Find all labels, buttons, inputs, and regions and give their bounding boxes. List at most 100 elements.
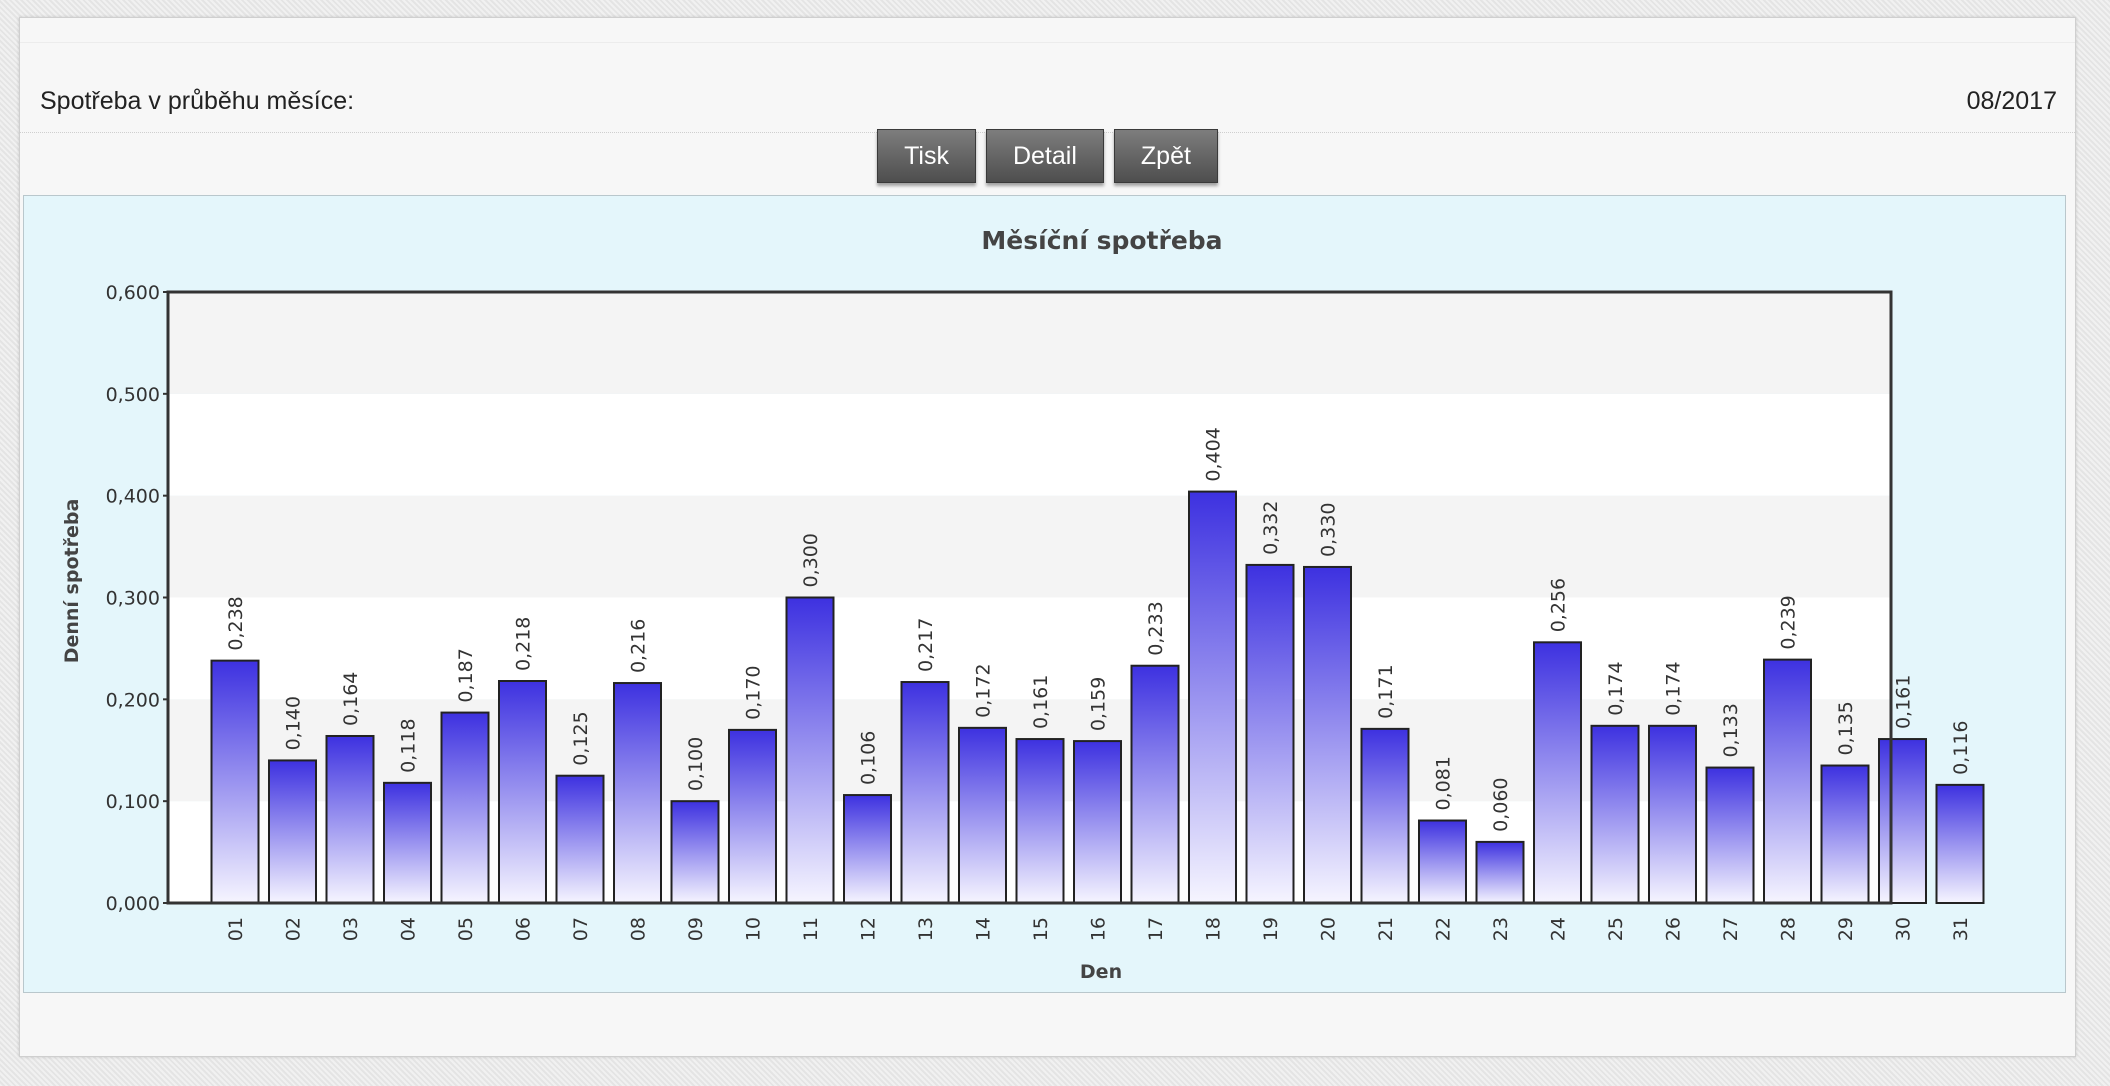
data-label: 0,332 xyxy=(1260,501,1282,555)
data-label: 0,174 xyxy=(1663,661,1685,715)
data-label: 0,135 xyxy=(1835,701,1857,755)
data-label: 0,140 xyxy=(283,696,305,750)
x-tick-label: 27 xyxy=(1720,917,1742,941)
bar xyxy=(325,734,375,905)
toolbar: Tisk Detail Zpět xyxy=(20,129,2075,199)
data-label: 0,174 xyxy=(1605,661,1627,715)
data-label: 0,216 xyxy=(628,619,650,673)
data-label: 0,170 xyxy=(743,665,765,719)
data-label: 0,233 xyxy=(1145,601,1167,655)
detail-button[interactable]: Detail xyxy=(985,129,1104,183)
bar xyxy=(210,659,260,904)
bar xyxy=(1073,740,1122,905)
bar xyxy=(1648,724,1697,904)
grid-band xyxy=(168,292,1891,394)
y-tick-label: 0,600 xyxy=(106,282,160,304)
data-label: 0,238 xyxy=(225,596,247,650)
x-tick-label: 11 xyxy=(800,917,822,941)
data-label: 0,172 xyxy=(973,663,995,717)
data-label: 0,187 xyxy=(455,648,477,702)
grid-band xyxy=(168,495,1891,598)
plot-frame xyxy=(166,290,1893,905)
data-label: 0,256 xyxy=(1548,578,1570,632)
x-tick-label: 09 xyxy=(685,917,707,941)
x-tick-label: 23 xyxy=(1490,917,1512,941)
y-tick-label: 0,100 xyxy=(106,791,160,813)
x-tick-label: 13 xyxy=(915,917,937,941)
data-label: 0,081 xyxy=(1433,756,1455,810)
bar xyxy=(1130,664,1180,904)
grid-band xyxy=(168,393,1891,496)
bar xyxy=(1188,490,1237,904)
y-tick-label: 0,400 xyxy=(106,486,160,508)
chart-title: Měsíční spotřeba xyxy=(981,226,1222,255)
bar xyxy=(1245,563,1295,904)
x-tick-label: 18 xyxy=(1203,917,1225,941)
data-label: 0,300 xyxy=(800,533,822,587)
x-tick-label: 07 xyxy=(570,917,592,941)
y-tick-label: 0,300 xyxy=(106,588,160,610)
data-label: 0,330 xyxy=(1318,503,1340,557)
bar xyxy=(268,759,317,905)
header-label: Spotřeba v průběhu měsíce: xyxy=(40,87,355,115)
data-label: 0,404 xyxy=(1203,427,1225,481)
bar xyxy=(1533,641,1582,904)
data-label: 0,060 xyxy=(1490,777,1512,831)
x-tick-label: 02 xyxy=(283,917,305,941)
panel-header: Spotřeba v průběhu měsíce: 08/2017 xyxy=(20,42,2075,133)
x-tick-label: 30 xyxy=(1893,917,1915,941)
print-button[interactable]: Tisk xyxy=(877,129,976,183)
bar xyxy=(1705,766,1755,904)
x-tick-label: 08 xyxy=(628,917,650,941)
bar xyxy=(843,794,892,904)
x-tick-label: 24 xyxy=(1548,917,1570,941)
x-tick-label: 10 xyxy=(743,917,765,941)
data-label: 0,125 xyxy=(570,711,592,765)
x-tick-label: 20 xyxy=(1318,917,1340,941)
y-axis-label: Denní spotřeba xyxy=(61,499,83,664)
y-tick-label: 0,500 xyxy=(106,384,160,406)
bar xyxy=(1303,565,1352,904)
x-tick-label: 05 xyxy=(455,917,477,941)
x-tick-label: 26 xyxy=(1663,917,1685,941)
back-button[interactable]: Zpět xyxy=(1113,129,1218,183)
data-label: 0,100 xyxy=(685,737,707,791)
bar xyxy=(1418,819,1467,905)
y-tick-label: 0,200 xyxy=(106,689,160,711)
bar xyxy=(785,596,835,904)
bar xyxy=(555,774,605,904)
x-tick-label: 01 xyxy=(225,917,247,941)
header-period: 08/2017 xyxy=(1966,87,2057,115)
x-tick-label: 29 xyxy=(1835,917,1857,941)
data-label: 0,164 xyxy=(340,672,362,726)
data-label: 0,106 xyxy=(858,731,880,785)
bar xyxy=(670,800,720,905)
bar xyxy=(1878,738,1927,904)
bar xyxy=(498,680,547,904)
data-label: 0,171 xyxy=(1375,664,1397,718)
x-tick-label: 04 xyxy=(398,917,420,941)
x-tick-label: 16 xyxy=(1088,917,1110,941)
bar xyxy=(1475,840,1525,905)
bar xyxy=(383,781,432,904)
bar xyxy=(900,681,950,904)
data-label: 0,133 xyxy=(1720,703,1742,757)
x-tick-label: 25 xyxy=(1605,917,1627,941)
bar xyxy=(1360,727,1410,904)
x-tick-label: 14 xyxy=(973,917,995,941)
bar xyxy=(1590,724,1640,904)
x-tick-label: 03 xyxy=(340,917,362,941)
data-label: 0,161 xyxy=(1893,675,1915,729)
bar xyxy=(613,682,662,905)
monthly-consumption-chart: Měsíční spotřeba Denní spotřeba Den 0,00… xyxy=(61,226,1985,983)
bar xyxy=(1935,783,1985,905)
x-tick-label: 31 xyxy=(1950,917,1972,941)
bar xyxy=(1763,658,1812,905)
x-tick-label: 21 xyxy=(1375,917,1397,941)
x-tick-label: 19 xyxy=(1260,917,1282,941)
x-tick-label: 22 xyxy=(1433,917,1455,941)
x-tick-label: 17 xyxy=(1145,917,1167,941)
x-axis-label: Den xyxy=(1080,961,1122,983)
data-label: 0,161 xyxy=(1030,675,1052,729)
x-tick-label: 28 xyxy=(1778,917,1800,941)
